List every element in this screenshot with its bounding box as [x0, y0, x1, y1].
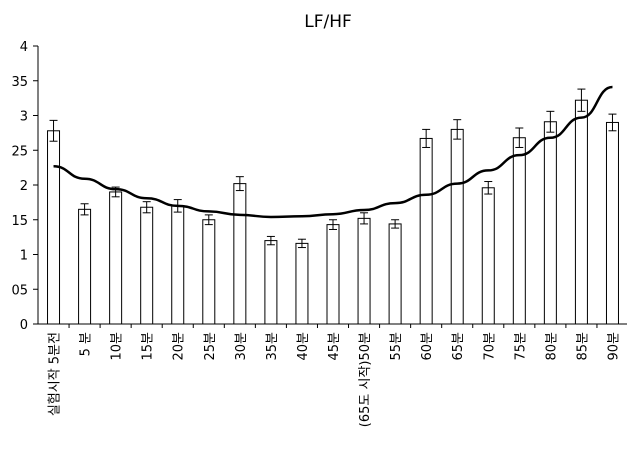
x-category-label: 25분	[203, 332, 218, 361]
bar	[605, 121, 619, 325]
bar	[264, 240, 278, 325]
y-tick-label: 15	[11, 214, 28, 229]
bar	[109, 191, 123, 325]
x-category-label: 90분	[606, 332, 621, 361]
trendline-group	[53, 85, 613, 219]
bar	[357, 217, 371, 325]
bar	[295, 242, 309, 325]
bar	[481, 187, 495, 325]
bar	[388, 223, 402, 325]
bars-group	[47, 99, 619, 325]
x-category-label: 30분	[234, 332, 249, 361]
y-tick-label: 2	[20, 179, 28, 194]
bar	[47, 130, 61, 325]
bar	[450, 128, 464, 325]
bar	[543, 121, 557, 325]
bar	[419, 137, 433, 325]
bar	[202, 219, 216, 325]
y-tick-label: 0	[20, 318, 28, 333]
bar	[326, 224, 340, 325]
y-axis-ticks: 0 05 1 15 2 25 3 35 4	[11, 40, 38, 333]
trendline	[53, 85, 613, 219]
x-category-label: 5 분	[79, 332, 94, 356]
x-category-label: 80분	[544, 332, 559, 361]
chart-title: LF/HF	[304, 12, 352, 32]
x-category-label: 실험시작 5분전	[48, 332, 63, 416]
x-category-label: 20분	[172, 332, 187, 361]
x-category-label: 45분	[327, 332, 342, 361]
bar	[574, 99, 588, 325]
x-category-label: 55분	[389, 332, 404, 361]
y-tick-label: 35	[11, 75, 28, 90]
x-category-label: 70분	[482, 332, 497, 361]
y-tick-label: 4	[20, 40, 28, 55]
bar	[512, 137, 526, 325]
x-category-label: 35분	[265, 332, 280, 361]
bar	[140, 206, 154, 325]
bar	[233, 183, 247, 325]
x-category-label: 85분	[575, 332, 590, 361]
y-tick-label: 1	[20, 249, 28, 264]
x-axis-labels: 실험시작 5분전 5 분 10분 15분 20분 25분 30분 35분 40분 45분 (65도 …	[48, 324, 621, 427]
x-category-label: 40분	[296, 332, 311, 361]
bar	[171, 205, 185, 325]
x-category-label: (65도 시작)50분	[358, 332, 373, 427]
y-tick-label: 05	[11, 283, 28, 298]
error-bars-group	[49, 88, 617, 249]
x-category-label: 10분	[110, 332, 125, 361]
x-category-label: 75분	[513, 332, 528, 361]
y-tick-label: 3	[20, 110, 28, 125]
x-category-label: 15분	[141, 332, 156, 361]
x-category-label: 60분	[420, 332, 435, 361]
y-tick-label: 25	[11, 144, 28, 159]
bar	[78, 208, 92, 325]
x-category-label: 65분	[451, 332, 466, 361]
